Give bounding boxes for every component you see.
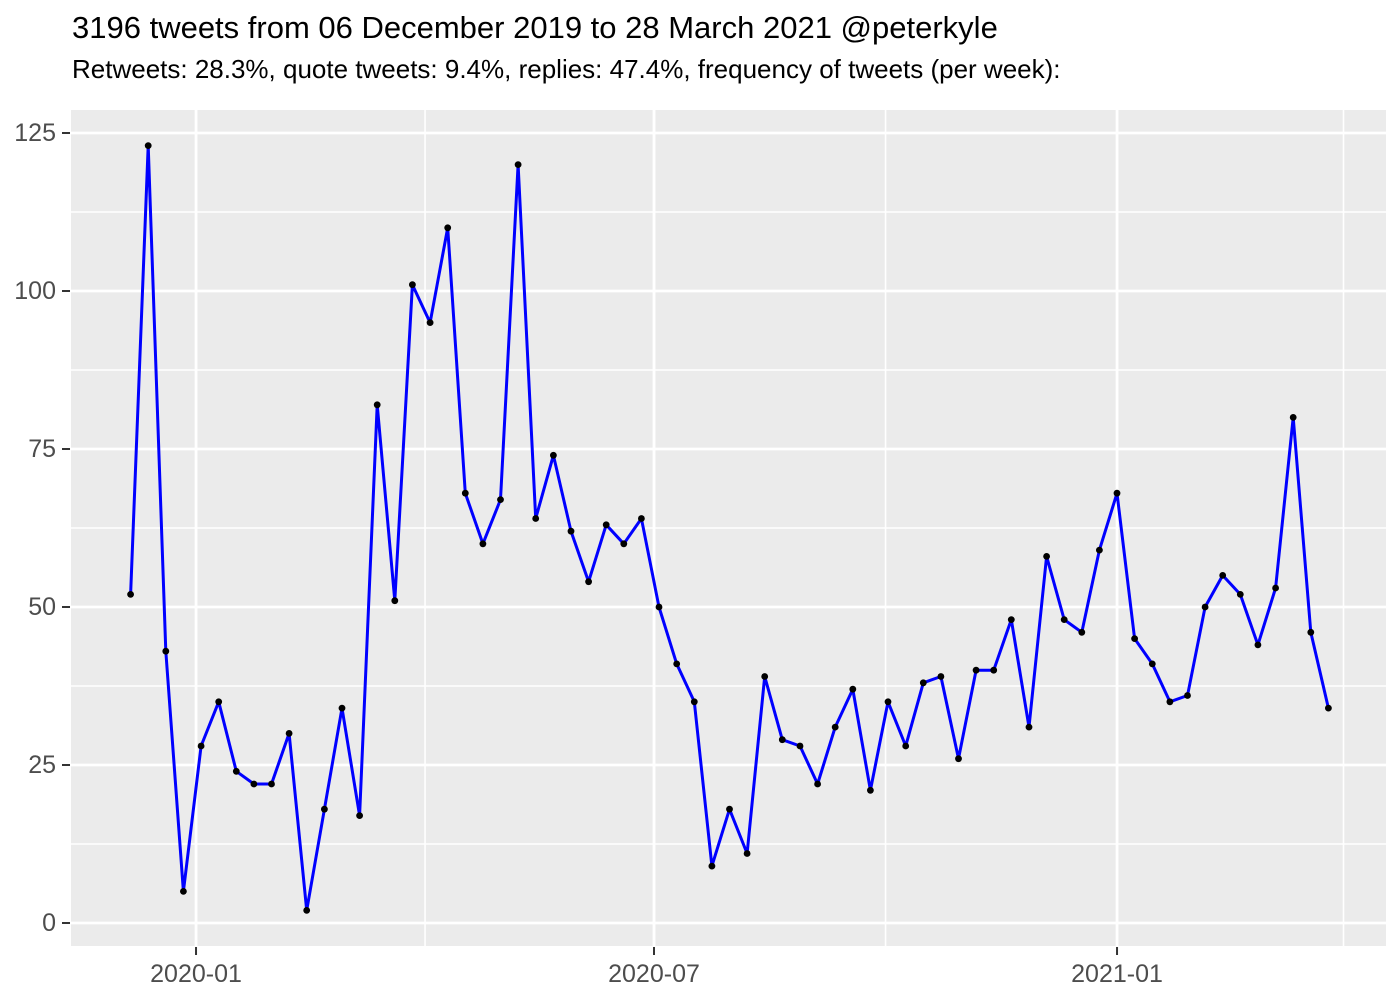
- data-point: [532, 515, 540, 522]
- data-point: [655, 603, 663, 611]
- data-point: [127, 591, 134, 598]
- data-point: [321, 805, 328, 813]
- data-point: [232, 767, 240, 775]
- data-point: [690, 698, 698, 706]
- data-point: [990, 666, 998, 674]
- data-point: [849, 685, 857, 693]
- data-point: [497, 496, 504, 503]
- data-point: [215, 698, 223, 706]
- data-point: [550, 451, 557, 459]
- data-point: [268, 780, 275, 788]
- data-point: [162, 647, 170, 655]
- data-point: [197, 742, 205, 750]
- data-point: [972, 666, 980, 674]
- data-point: [1307, 628, 1315, 636]
- data-point: [180, 888, 187, 895]
- data-point: [1025, 723, 1033, 731]
- y-axis-tick-label: 125: [14, 119, 56, 147]
- data-point: [144, 142, 152, 150]
- data-point: [708, 862, 716, 870]
- data-point: [638, 515, 645, 522]
- data-point: [1096, 546, 1103, 554]
- data-point: [426, 319, 434, 326]
- y-axis-tick-label: 50: [28, 593, 56, 621]
- data-point: [285, 730, 293, 737]
- data-point: [743, 850, 751, 857]
- data-point: [726, 805, 733, 813]
- y-axis-tick-label: 25: [28, 751, 56, 779]
- data-point: [356, 812, 363, 819]
- data-point: [338, 704, 346, 712]
- data-point: [1148, 660, 1156, 668]
- data-point: [955, 755, 962, 763]
- data-point: [567, 527, 575, 535]
- data-point: [937, 673, 945, 680]
- data-point: [1289, 414, 1297, 421]
- x-axis-tick-label: 2020-07: [608, 960, 700, 988]
- data-point: [620, 540, 628, 548]
- data-point: [409, 281, 416, 289]
- x-axis-tick-label: 2020-01: [150, 960, 242, 988]
- data-point: [602, 521, 610, 529]
- y-axis-tick-label: 75: [28, 435, 56, 463]
- y-axis-tick-label: 100: [14, 277, 56, 305]
- data-point: [1060, 616, 1068, 623]
- data-point: [479, 540, 487, 548]
- data-point: [831, 723, 839, 731]
- data-point: [391, 597, 399, 605]
- data-point: [461, 489, 469, 497]
- data-point: [919, 679, 927, 687]
- chart-title: 3196 tweets from 06 December 2019 to 28 …: [72, 10, 998, 45]
- data-point: [902, 742, 910, 750]
- chart-subtitle: Retweets: 28.3%, quote tweets: 9.4%, rep…: [72, 54, 1061, 84]
- data-point: [867, 786, 874, 794]
- data-point: [303, 907, 311, 914]
- data-point: [1131, 635, 1138, 642]
- x-axis-tick-label: 2021-01: [1071, 960, 1163, 988]
- y-axis-tick-label: 0: [42, 909, 56, 937]
- data-point: [884, 698, 892, 706]
- data-point: [1254, 641, 1262, 649]
- data-point: [1113, 489, 1121, 497]
- data-point: [1007, 616, 1015, 623]
- data-point: [1166, 698, 1174, 706]
- data-point: [796, 742, 804, 750]
- data-point: [814, 780, 821, 788]
- data-point: [373, 401, 381, 409]
- data-point: [514, 161, 522, 169]
- data-point: [1272, 584, 1279, 592]
- data-point: [1236, 591, 1244, 598]
- data-point: [761, 673, 769, 680]
- data-point: [444, 224, 452, 232]
- data-point: [1219, 572, 1227, 579]
- data-point: [1201, 603, 1209, 611]
- data-point: [1184, 692, 1191, 699]
- data-point: [673, 660, 681, 668]
- data-point: [1078, 628, 1086, 636]
- data-point: [1325, 704, 1332, 712]
- data-point: [585, 578, 592, 586]
- data-point: [1043, 553, 1050, 560]
- data-point: [778, 736, 786, 744]
- data-point: [250, 780, 258, 788]
